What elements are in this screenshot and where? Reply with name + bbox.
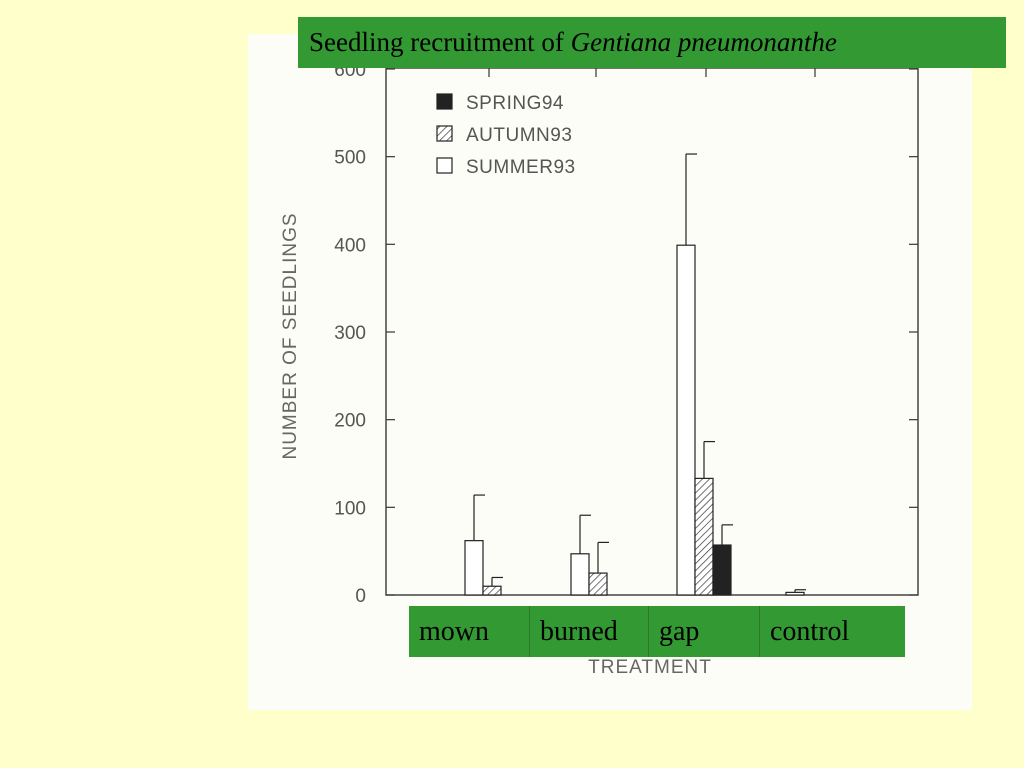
bar-control-summer93 [785, 591, 805, 596]
legend-swatch-autumn93 [436, 125, 453, 142]
y-tick-label: 200 [334, 411, 366, 432]
treatment-label-burned: burned [529, 606, 648, 657]
legend-label-autumn93: AUTUMN93 [466, 125, 572, 146]
chart-bars [464, 153, 806, 596]
bar-mown-summer93 [464, 540, 484, 596]
bar-gap-summer93 [676, 244, 696, 596]
scanned-figure [248, 34, 972, 710]
legend-swatch-spring94 [436, 93, 453, 110]
title-prefix: Seedling recruitment of [309, 27, 571, 57]
y-tick-label: 400 [334, 235, 366, 256]
bar-gap-spring94 [712, 544, 732, 596]
bar-gap-autumn93 [694, 477, 714, 596]
bar-mown-autumn93 [482, 585, 502, 596]
x-axis-title: TREATMENT [588, 657, 712, 678]
plot-frame [385, 67, 919, 596]
legend-swatch-summer93 [436, 157, 453, 174]
chart-legend: SPRING94 AUTUMN93 SUMMER93 [436, 93, 576, 178]
y-tick-label: 0 [355, 586, 366, 607]
treatment-label-bar: mown burned gap control [409, 606, 905, 657]
y-tick-label: 300 [334, 323, 366, 344]
treatment-label-control: control [759, 606, 905, 657]
y-tick-label: 500 [334, 148, 366, 169]
treatment-label-mown: mown [419, 616, 489, 647]
bar-burned-summer93 [570, 553, 590, 596]
title-species: Gentiana pneumonanthe [570, 27, 837, 57]
bar-burned-autumn93 [588, 572, 608, 596]
y-axis-title: NUMBER OF SEEDLINGS [280, 212, 301, 459]
slide-title: Seedling recruitment of Gentiana pneumon… [298, 17, 1006, 68]
legend-label-spring94: SPRING94 [466, 93, 564, 114]
treatment-label-gap: gap [648, 606, 759, 657]
y-tick-label: 100 [334, 498, 366, 519]
legend-label-summer93: SUMMER93 [466, 157, 576, 178]
